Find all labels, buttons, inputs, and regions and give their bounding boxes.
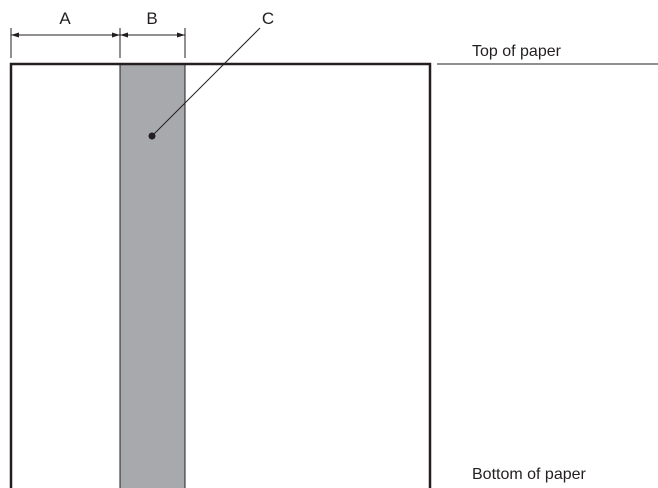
dimension-a <box>11 32 120 38</box>
label-c: C <box>262 9 274 28</box>
shaded-stripe <box>119 63 186 488</box>
leader-dot-c <box>148 132 156 140</box>
label-b: B <box>146 9 157 28</box>
paper-outline <box>9 62 432 488</box>
leader-line-c <box>151 27 261 137</box>
top-of-paper-label: Top of paper <box>472 43 562 60</box>
bottom-of-paper-label: Bottom of paper <box>472 466 587 483</box>
label-a: A <box>59 9 71 28</box>
dimension-b <box>120 32 185 38</box>
